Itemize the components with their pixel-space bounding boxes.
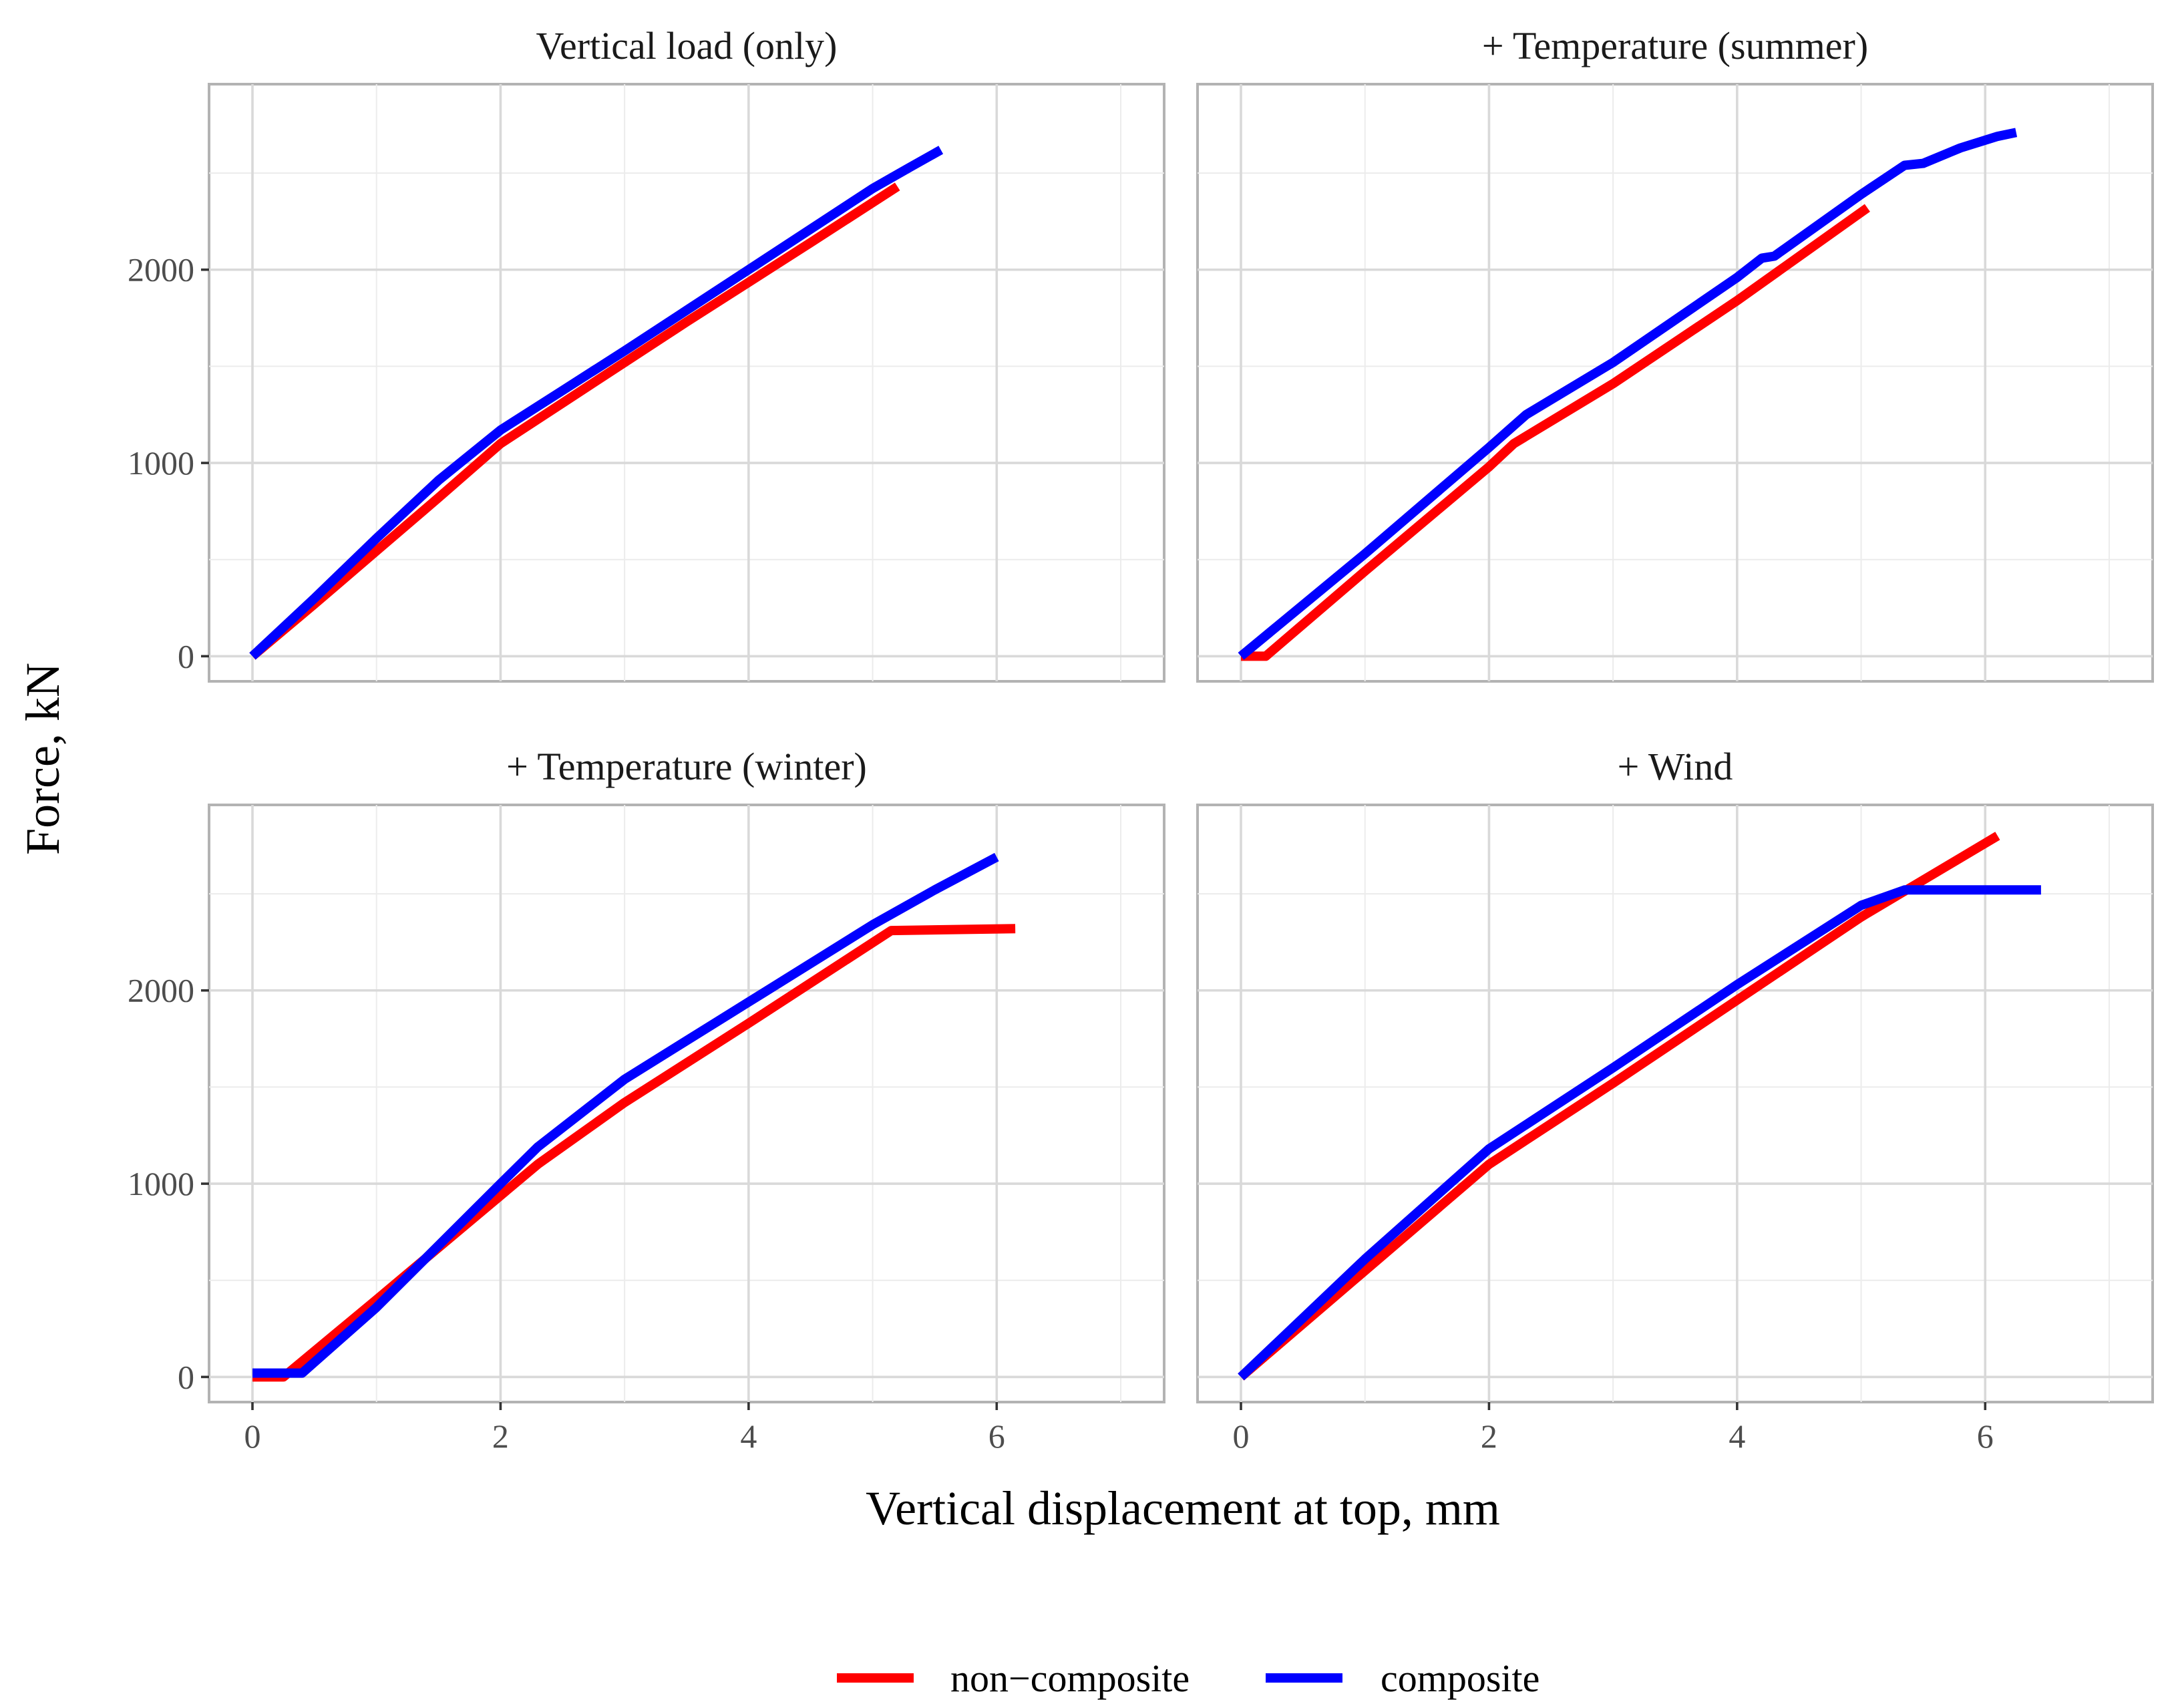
panel-background: [208, 83, 1165, 683]
y-tick-label: 2000: [128, 251, 194, 289]
panel-2: + Temperature (summer): [1196, 24, 2154, 683]
panel-title: + Temperature (winter): [506, 745, 867, 788]
panel-3: + Temperature (winter) 0 1000 2000 0 2 4 6: [128, 745, 1165, 1455]
panel-title: Vertical load (only): [536, 24, 838, 67]
series-line-composite: [1238, 885, 2041, 1381]
legend: non−composite composite: [837, 1657, 1539, 1700]
panel-background: [208, 804, 1165, 1403]
x-tick-label: 4: [1729, 1417, 1745, 1455]
y-tick-label: 1000: [128, 1165, 194, 1202]
y-tick-label: 0: [178, 1358, 194, 1395]
panel-title: + Wind: [1618, 745, 1733, 788]
x-tick-label: 2: [1481, 1417, 1497, 1455]
panel-1: Vertical load (only) 0 1000 2000: [128, 24, 1165, 683]
x-tick-label: 6: [988, 1417, 1005, 1455]
legend-label-non-composite: non−composite: [950, 1657, 1190, 1700]
y-tick-label: 2000: [128, 972, 194, 1009]
series-line-composite: [249, 146, 944, 660]
x-axis-title: Vertical displacement at top, mm: [866, 1482, 1500, 1535]
panel-background: [1196, 804, 2154, 1403]
series-line-non-composite: [249, 182, 900, 660]
y-tick-label: 0: [178, 637, 194, 675]
x-tick-label: 0: [1233, 1417, 1250, 1455]
x-tick-label: 6: [1977, 1417, 1994, 1455]
legend-label-composite: composite: [1381, 1657, 1539, 1700]
x-tick-label: 2: [492, 1417, 509, 1455]
series-line-composite: [1238, 128, 2018, 660]
panel-title: + Temperature (summer): [1482, 24, 1868, 67]
x-tick-label: 4: [740, 1417, 757, 1455]
y-tick-label: 1000: [128, 444, 194, 482]
x-tick-label: 0: [244, 1417, 261, 1455]
series-line-non-composite: [252, 924, 1016, 1382]
series-line-non-composite: [1241, 204, 1870, 661]
series-line-composite: [252, 852, 999, 1378]
panel-4: + Wind 0 2 4 6: [1196, 745, 2154, 1455]
y-axis-title: Force, kN: [16, 663, 69, 855]
series-line-non-composite: [1238, 832, 2000, 1381]
